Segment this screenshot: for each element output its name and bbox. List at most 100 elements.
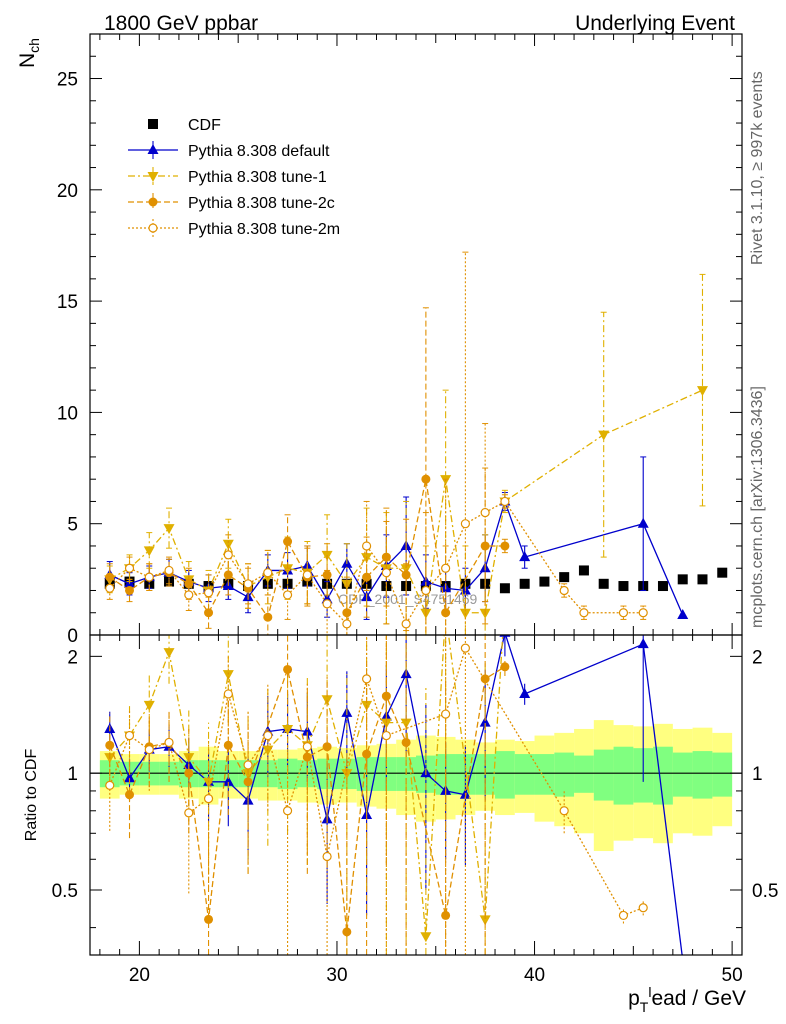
data-point [500, 496, 510, 507]
ratio-y-axis-label: Ratio to CDF [23, 749, 40, 842]
data-point [618, 910, 629, 921]
data-point [105, 740, 115, 750]
data-point [322, 851, 332, 862]
data-point [381, 552, 391, 562]
main-y-axis-title: Nch [16, 38, 42, 68]
data-point [243, 777, 253, 787]
legend-entry: Pythia 8.308 tune-2m [128, 219, 340, 238]
series-pythia-8-308-tune-2c [105, 307, 510, 635]
data-point [638, 608, 648, 618]
x-tick-label: 50 [722, 965, 743, 986]
legend-marker [147, 172, 159, 182]
data-point [479, 915, 491, 926]
data-point [559, 585, 569, 596]
data-point [282, 590, 293, 600]
data-point [164, 737, 174, 748]
data-point [441, 910, 451, 920]
data-point [579, 608, 589, 618]
mcplots-text: mcplots.cern.ch [arXiv:1306.3436] [749, 386, 766, 628]
data-point [223, 689, 233, 699]
data-point [519, 687, 531, 698]
data-point [499, 583, 510, 594]
data-point [559, 806, 569, 816]
data-point [163, 648, 175, 659]
data-point [243, 579, 253, 589]
x-tick-label: 20 [129, 965, 150, 986]
uncertainty-band-inner [712, 752, 733, 797]
data-point [144, 745, 154, 755]
data-point [539, 576, 550, 587]
data-point [342, 619, 352, 629]
legend-label: Pythia 8.308 tune-2c [188, 195, 335, 212]
data-point [105, 780, 115, 791]
legend-label: Pythia 8.308 tune-2m [188, 221, 340, 238]
data-point [223, 550, 233, 560]
data-point [677, 608, 689, 619]
data-point [441, 709, 451, 719]
ratio-y-tick-label: 2 [67, 647, 78, 668]
data-point [203, 793, 214, 804]
data-point [618, 581, 629, 592]
data-point [222, 670, 234, 681]
data-point [381, 568, 391, 578]
data-point [420, 575, 432, 586]
data-point [420, 932, 432, 943]
uncertainty-band-inner [613, 746, 634, 805]
data-point [400, 564, 412, 575]
data-point [677, 574, 688, 585]
y-tick-label: 15 [57, 292, 78, 313]
data-point [222, 775, 234, 786]
data-point [479, 716, 491, 727]
series-line [109, 479, 505, 619]
data-point [598, 430, 610, 441]
ratio-series-pythia-8-308-tune-2m [105, 635, 648, 955]
legend-marker [148, 223, 158, 233]
data-point [578, 565, 589, 576]
legend-label: Pythia 8.308 default [188, 143, 330, 160]
data-point [401, 619, 411, 629]
data-point [302, 742, 312, 752]
data-point [222, 539, 234, 550]
y-tick-label: 25 [57, 70, 78, 91]
uncertainty-band-inner [495, 751, 515, 799]
data-point [400, 718, 412, 729]
data-point [480, 541, 490, 551]
ratio-y-tick-label-right: 2 [752, 647, 763, 668]
data-point [243, 760, 253, 770]
data-point [184, 579, 194, 589]
uncertainty-band-inner [574, 755, 594, 793]
data-point [697, 574, 708, 585]
ratio-y-tick-label: 1 [67, 764, 78, 785]
data-point [696, 386, 708, 397]
ratio-y-tick-label: 0.5 [52, 881, 78, 902]
data-point [441, 563, 451, 573]
ratio-y-tick-label-right: 1 [752, 764, 763, 785]
data-point [163, 524, 175, 535]
legend: CDF Pythia 8.308 default Pythia 8.308 tune… [128, 117, 340, 238]
data-point [380, 718, 392, 729]
data-point [144, 572, 154, 582]
data-point [282, 806, 293, 816]
data-point [302, 570, 312, 580]
legend-entry: CDF [148, 117, 221, 134]
series-line [109, 499, 684, 616]
data-point [401, 737, 411, 747]
y-tick-label: 20 [57, 181, 78, 202]
data-point [460, 519, 470, 529]
y-tick-label: 5 [67, 515, 78, 536]
main-data [104, 251, 728, 635]
data-point [322, 570, 332, 580]
data-point [499, 596, 510, 606]
uncertainty-band-inner [692, 751, 713, 799]
uncertainty-band-inner [534, 754, 555, 795]
data-point [143, 546, 155, 557]
data-point [263, 568, 273, 578]
data-point [421, 585, 431, 596]
data-point [598, 578, 609, 589]
data-point [657, 581, 668, 592]
uncertainty-band-inner [672, 752, 693, 797]
series-pythia-8-308-tune-2m [105, 251, 648, 635]
data-point [164, 565, 174, 576]
legend-label: Pythia 8.308 tune-1 [188, 169, 327, 186]
